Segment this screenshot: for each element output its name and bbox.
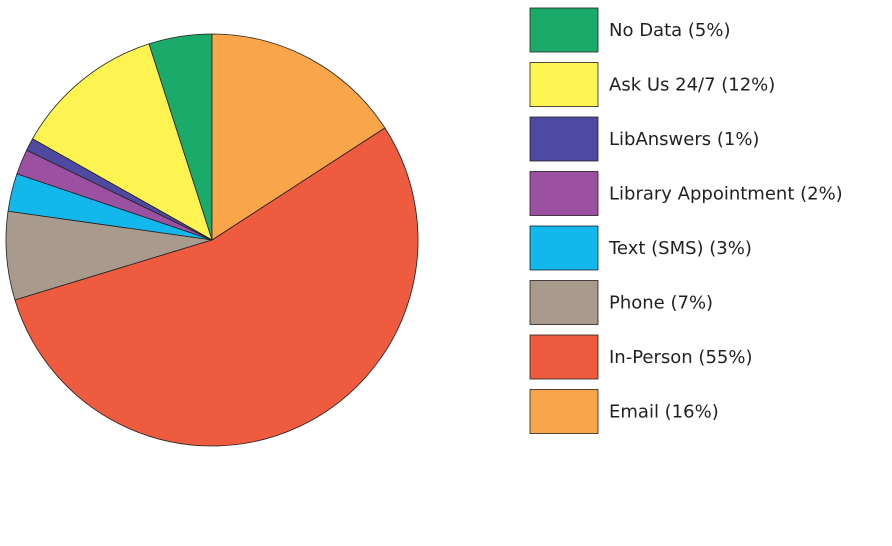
pie-slice [211, 33, 386, 241]
legend-label: No Data (5%) [609, 20, 731, 41]
legend-swatch [529, 116, 599, 162]
legend-swatch [529, 389, 599, 434]
legend-label: In-Person (55%) [609, 347, 752, 368]
pie-slice [14, 127, 419, 447]
pie-slice [32, 43, 213, 241]
legend-swatch [529, 334, 599, 380]
legend-label: Library Appointment (2%) [609, 184, 843, 205]
legend-swatch [529, 7, 599, 53]
legend-label: Ask Us 24/7 (12%) [609, 75, 775, 96]
legend-swatch [529, 62, 599, 107]
legend-label: Text (SMS) (3%) [608, 238, 752, 259]
legend-label: LibAnswers (1%) [609, 129, 759, 150]
legend-swatch [529, 280, 599, 325]
legend-swatch [529, 171, 599, 216]
legend-swatch [529, 225, 599, 271]
legend-label: Email (16%) [609, 402, 719, 423]
legend-label: Phone (7%) [609, 293, 713, 314]
